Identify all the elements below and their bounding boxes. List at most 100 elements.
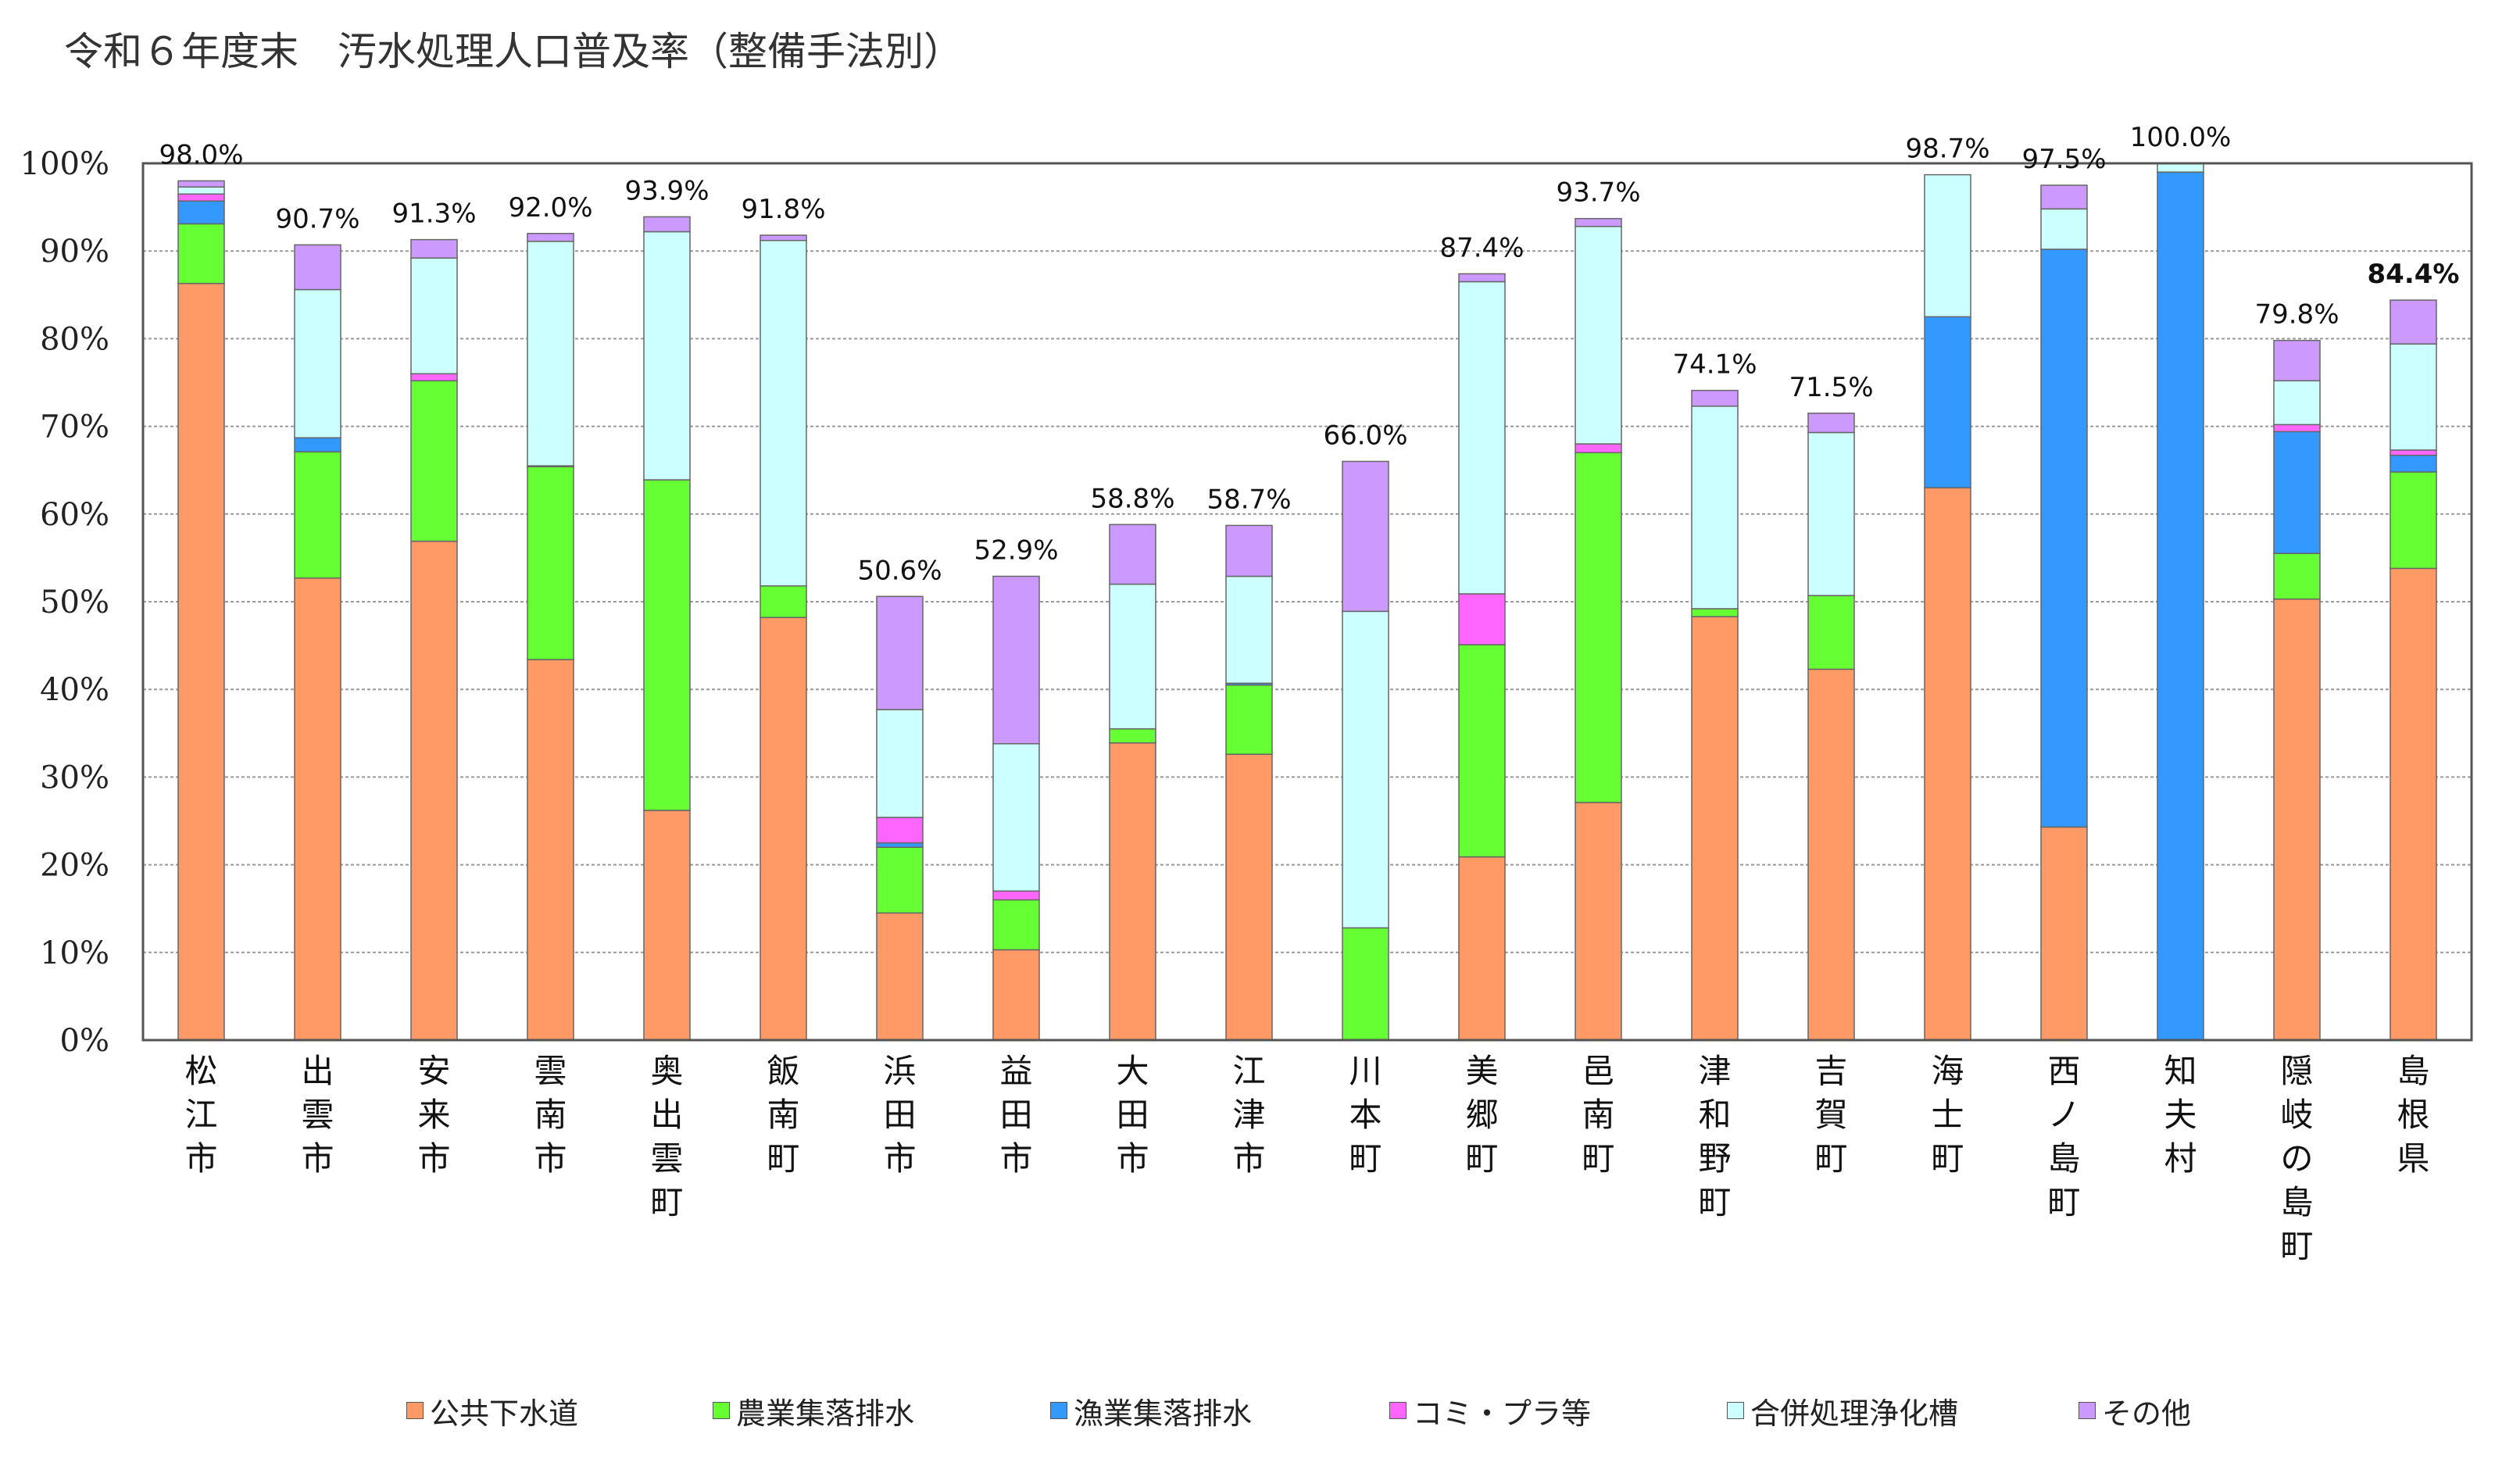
- bar-segment: [2273, 431, 2321, 555]
- y-tick-label: 30%: [40, 760, 109, 796]
- grid-lines: [143, 250, 2472, 953]
- bar-segment: [643, 479, 691, 811]
- bar-segment: [876, 912, 924, 1041]
- bar-segment: [1691, 608, 1739, 617]
- y-tick-label: 90%: [40, 234, 109, 270]
- legend-label: 公共下水道: [430, 1396, 579, 1431]
- legend: 公共下水道 農業集落排水 漁業集落排水 コミ・プラ等 合併処理浄化槽 その他: [0, 1383, 2520, 1438]
- bar-segment: [2040, 826, 2088, 1041]
- legend-item: 合併処理浄化槽: [1727, 1383, 1958, 1438]
- bar-segment: [2390, 454, 2437, 473]
- bar-segment: [2273, 424, 2321, 433]
- bar-segment: [992, 890, 1040, 901]
- bar-segment: [294, 288, 341, 438]
- chart-title: 令和６年度末 汚水処理人口普及率（整備手法別）: [64, 29, 963, 74]
- total-label: 93.7%: [1556, 177, 1640, 209]
- total-label: 58.7%: [1206, 484, 1291, 515]
- bar-segment: [1225, 575, 1273, 685]
- category-label: 飯南町: [767, 1052, 799, 1178]
- bar-segment: [1225, 753, 1273, 1041]
- legend-item: 農業集落排水: [713, 1383, 914, 1438]
- bar-segment: [410, 238, 458, 259]
- bar-segment: [1691, 406, 1739, 610]
- bar-segment: [410, 257, 458, 375]
- bar-segment: [294, 451, 341, 579]
- bar-segment: [876, 842, 924, 848]
- y-tick-label: 40%: [40, 672, 109, 708]
- bar-segment: [527, 233, 574, 242]
- legend-label: 農業集落排水: [736, 1396, 915, 1431]
- category-label: 島根県: [2397, 1052, 2429, 1178]
- category-label: 松江市: [184, 1052, 217, 1178]
- bar-segment: [1225, 684, 1273, 755]
- bar-segment: [1109, 742, 1156, 1041]
- y-tick-label: 70%: [40, 409, 109, 445]
- bar-segment: [410, 373, 458, 382]
- bar-segment: [177, 193, 225, 202]
- bar-segment: [2040, 184, 2088, 210]
- bar-segment: [1458, 593, 1506, 645]
- bar-segment: [2157, 163, 2204, 173]
- category-label: 益田市: [999, 1052, 1032, 1178]
- bar-segment: [294, 437, 341, 452]
- bar-segment: [177, 186, 225, 195]
- bar-segment: [760, 585, 807, 618]
- bar-segment: [1458, 644, 1506, 858]
- bar-segment: [2390, 567, 2437, 1041]
- bar-segment: [527, 241, 574, 467]
- total-label: 84.4%: [2368, 259, 2460, 290]
- bar-segment: [1458, 856, 1506, 1041]
- category-label: 江津市: [1232, 1052, 1265, 1178]
- bar-segment: [876, 595, 924, 710]
- category-label: 隠岐の島町: [2280, 1052, 2313, 1265]
- bar-segment: [1342, 927, 1389, 1041]
- total-label: 50.6%: [857, 555, 942, 586]
- stacked-bar-chart: 0%10%20%30%40%50%60%70%80%90%100% 98.0%9…: [20, 122, 2473, 1265]
- bar-segment: [1575, 452, 1622, 803]
- bar-segment: [1924, 173, 1971, 318]
- category-labels: 松江市 出雲市 安来市 雲南市 奥出雲町 飯南町 浜田市 益田市 大田市 江津市 川本町 美郷町 邑南町…: [184, 1052, 2429, 1265]
- total-label: 71.5%: [1789, 372, 1873, 403]
- y-tick-label: 0%: [60, 1023, 109, 1059]
- bar-segment: [2273, 552, 2321, 600]
- category-label: 大田市: [1116, 1052, 1149, 1178]
- bar-segment: [1109, 524, 1156, 585]
- bar-segment: [1225, 524, 1273, 577]
- bar-segment: [643, 216, 691, 233]
- bar-segment: [410, 540, 458, 1041]
- bar-segment: [177, 200, 225, 225]
- legend-item: その他: [2079, 1383, 2191, 1438]
- total-label: 98.7%: [1905, 134, 1989, 165]
- legend-item: コミ・プラ等: [1389, 1383, 1591, 1438]
- y-tick-label: 10%: [40, 935, 109, 971]
- total-label: 97.5%: [2021, 144, 2106, 175]
- legend-label: その他: [2102, 1396, 2192, 1431]
- bar-segment: [2390, 471, 2437, 570]
- total-label: 98.0%: [159, 139, 243, 170]
- bar-segment: [643, 231, 691, 481]
- total-label: 90.7%: [275, 203, 359, 234]
- bar-segment: [1342, 460, 1389, 613]
- bar-segment: [2273, 598, 2321, 1041]
- legend-swatch: [406, 1402, 424, 1419]
- legend-label: コミ・プラ等: [1413, 1396, 1592, 1431]
- legend-item: 漁業集落排水: [1050, 1383, 1252, 1438]
- bar-segment: [1807, 413, 1855, 434]
- bar-segment: [992, 949, 1040, 1041]
- bar-segment: [2157, 171, 2204, 1041]
- category-label: 津和野町: [1698, 1052, 1731, 1221]
- bar-segment: [2390, 449, 2437, 456]
- plot-area-frame: [141, 162, 2473, 1042]
- y-tick-label: 80%: [40, 321, 109, 357]
- total-label: 100.0%: [2130, 122, 2232, 153]
- bar-segment: [1575, 443, 1622, 454]
- bar-segment: [1458, 281, 1506, 595]
- bar-segment: [2390, 343, 2437, 451]
- category-label: 川本町: [1349, 1052, 1382, 1178]
- bar-segment: [1342, 610, 1389, 929]
- bar-segment: [1109, 728, 1156, 744]
- category-label: 美郷町: [1465, 1052, 1498, 1178]
- bar-segment: [2273, 339, 2321, 382]
- bar-segment: [1691, 616, 1739, 1041]
- legend-swatch: [1389, 1402, 1407, 1419]
